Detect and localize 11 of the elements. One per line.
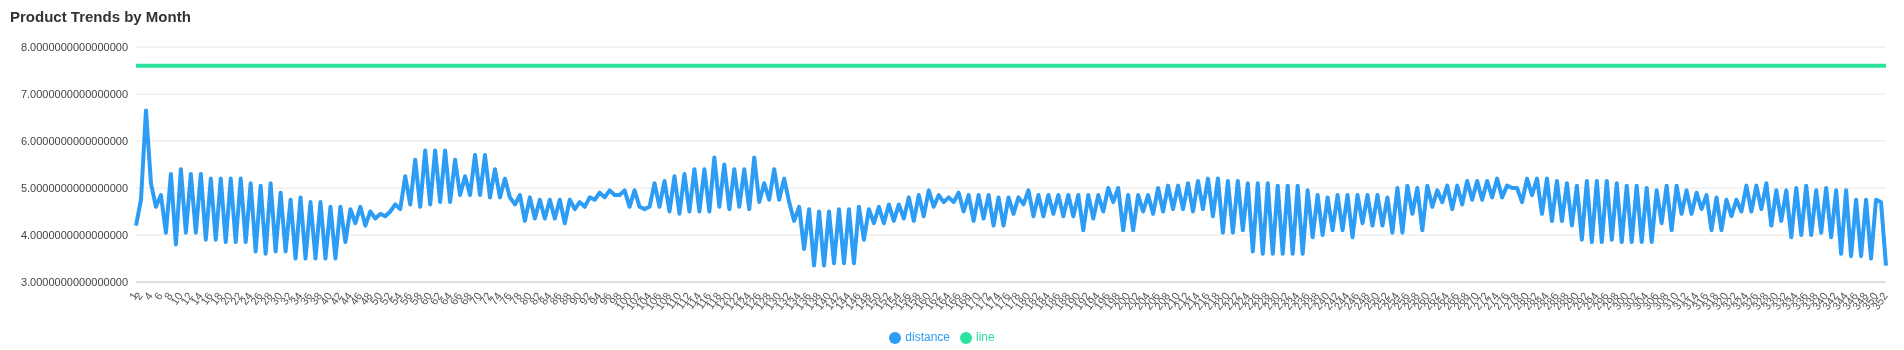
chart-title: Product Trends by Month bbox=[10, 8, 192, 25]
y-tick-label: 6.0000000000000000 bbox=[20, 134, 128, 147]
y-tick-label: 3.0000000000000000 bbox=[20, 275, 128, 288]
legend-label: distance bbox=[905, 330, 950, 344]
x-tick-label: 6 bbox=[151, 289, 165, 302]
y-tick-label: 7.0000000000000000 bbox=[20, 87, 128, 100]
y-tick-label: 5.0000000000000000 bbox=[20, 181, 128, 194]
line-series bbox=[134, 108, 1888, 268]
legend-label: line bbox=[976, 330, 995, 344]
y-tick-label: 4.0000000000000000 bbox=[20, 228, 128, 241]
y-tick-label: 8.0000000000000000 bbox=[20, 40, 128, 53]
